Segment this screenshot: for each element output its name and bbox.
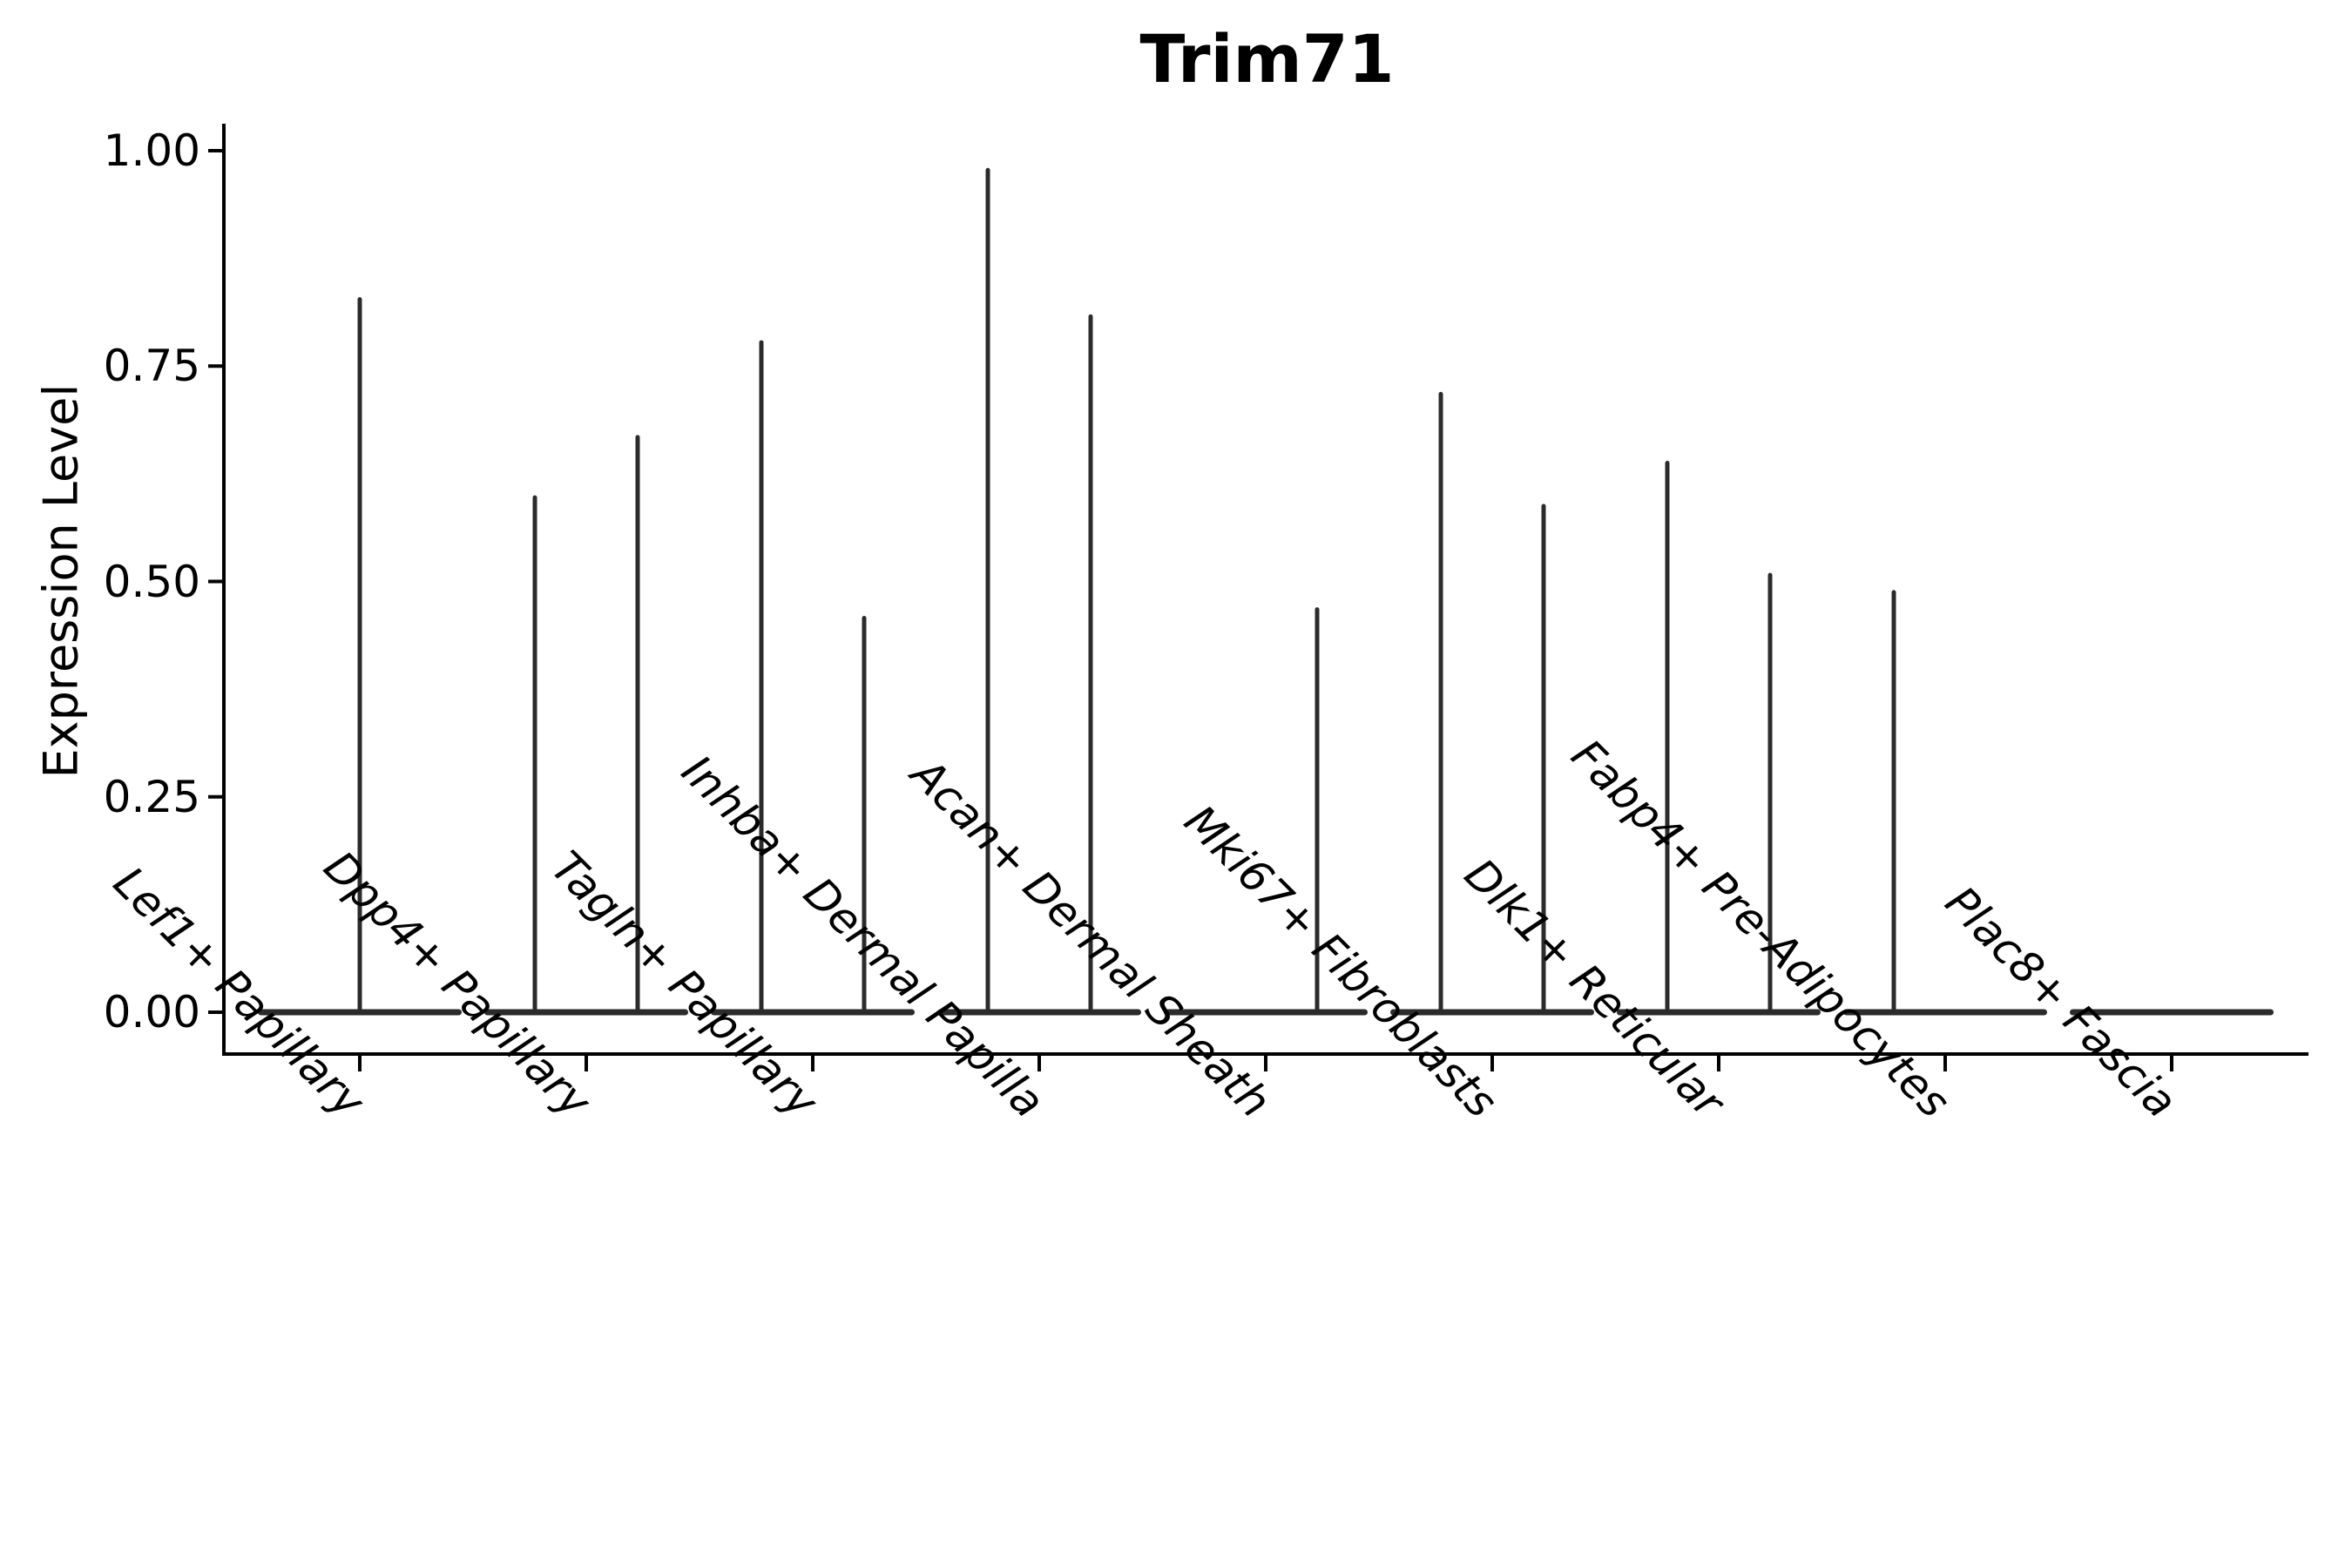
violin-base <box>2070 1009 2274 1016</box>
y-tick <box>208 364 222 368</box>
x-tick <box>1490 1056 1494 1071</box>
violin-spike <box>862 616 867 1016</box>
y-axis-spine <box>222 124 226 1056</box>
violin-spike <box>1767 572 1773 1016</box>
violin-spike <box>1315 607 1320 1016</box>
x-tick <box>1264 1056 1267 1071</box>
y-tick-label: 1.00 <box>103 125 200 176</box>
violin-spike <box>1891 590 1896 1016</box>
violin-spike <box>1438 391 1443 1016</box>
x-tick <box>811 1056 814 1071</box>
violin-spike <box>1541 504 1546 1016</box>
x-tick <box>1943 1056 1947 1071</box>
x-tick <box>585 1056 588 1071</box>
chart-title: Trim71 <box>1139 20 1395 98</box>
violin-spike <box>759 340 764 1016</box>
y-tick-label: 0.25 <box>103 771 200 822</box>
y-tick-label: 0.75 <box>103 341 200 392</box>
x-axis-spine <box>222 1052 2308 1056</box>
x-tick <box>1717 1056 1720 1071</box>
y-tick <box>208 1010 222 1014</box>
y-tick <box>208 579 222 584</box>
y-tick <box>208 794 222 799</box>
violin-spike <box>985 167 990 1016</box>
x-tick <box>2170 1056 2173 1071</box>
violin-spike <box>357 297 362 1016</box>
violin-spike <box>1088 314 1093 1016</box>
y-tick <box>208 149 222 152</box>
y-tick-label: 0.50 <box>103 556 200 607</box>
x-tick <box>358 1056 362 1071</box>
y-axis-label: Expression Level <box>33 383 89 779</box>
x-tick <box>1037 1056 1041 1071</box>
y-tick-label: 0.00 <box>103 987 200 1037</box>
violin-spike <box>532 495 537 1016</box>
violin-spike <box>1665 461 1670 1016</box>
violin-spike <box>635 435 640 1016</box>
